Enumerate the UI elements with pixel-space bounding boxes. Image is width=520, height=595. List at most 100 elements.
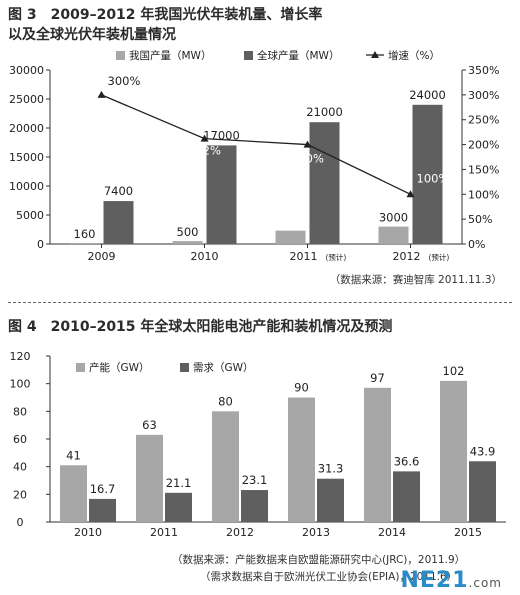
growth-marker-2009 <box>97 90 106 98</box>
figure3-title-line1: 图 3 2009–2012 年我国光伏年装机量、增长率 <box>8 7 323 23</box>
y-tick-label: 20 <box>13 488 27 501</box>
label-global-2011: 21000 <box>306 105 343 119</box>
bar-capacity-2013 <box>288 397 315 522</box>
x-tick-label-2009: 2009 <box>88 250 116 263</box>
y-tick-label: 40 <box>13 461 27 474</box>
figure4-source-line1: （数据来源：产能数据来自欧盟能源研究中心(JRC)，2011.9） <box>172 554 466 566</box>
label-demand-2014: 36.6 <box>394 454 420 468</box>
y-tick-label: 0 <box>37 238 44 251</box>
figure4-title: 图 4 2010–2015 年全球太阳能电池产能和装机情况及预测 <box>8 319 393 335</box>
y-tick-label: 20000 <box>9 122 44 135</box>
y-tick-label: 15000 <box>9 151 44 164</box>
y2-tick-label: 350% <box>468 64 499 77</box>
label-capacity-2012: 80 <box>218 394 233 408</box>
bar-demand-2010 <box>89 498 116 522</box>
watermark-main: NE21 <box>400 568 469 593</box>
label-domestic-2010: 500 <box>177 225 199 239</box>
figure4-source-line2: （需求数据来自于欧洲光伏工业协会(EPIA)，2011.6） <box>200 571 458 583</box>
figure3-source: （数据来源：赛迪智库 2011.11.3） <box>329 274 502 286</box>
bar-demand-2013 <box>317 478 344 522</box>
label-capacity-2011: 63 <box>142 418 157 432</box>
bar-global-2009 <box>103 201 134 244</box>
legend-label-demand: 需求（GW） <box>193 362 254 374</box>
legend-swatch-domestic <box>116 51 125 60</box>
y-tick-label: 25000 <box>9 93 44 106</box>
bar-demand-2011 <box>165 492 192 522</box>
y2-tick-label: 300% <box>468 89 499 102</box>
x-tick-label-2014: 2014 <box>378 526 406 539</box>
bar-capacity-2015 <box>440 380 467 522</box>
y-tick-label: 60 <box>13 433 27 446</box>
bar-domestic-2010 <box>172 241 203 244</box>
figure3-title-line2: 以及全球光伏年装机量情况 <box>8 27 176 43</box>
bar-domestic-2009 <box>69 243 100 244</box>
label-demand-2011: 21.1 <box>166 476 192 490</box>
bar-global-2011 <box>309 122 340 244</box>
bar-demand-2014 <box>393 471 420 522</box>
legend-swatch-global <box>244 51 253 60</box>
legend-marker-growth <box>371 51 379 58</box>
bar-demand-2015 <box>469 461 496 522</box>
x-tick-label-2010: 2010 <box>191 250 219 263</box>
y-tick-label: 120 <box>10 350 31 363</box>
watermark-logo: NE21.com <box>400 568 502 593</box>
y-tick-label: 10000 <box>9 180 44 193</box>
growth-marker-2010 <box>200 134 209 142</box>
bar-domestic-2012 <box>378 226 409 244</box>
legend-label-domestic: 我国产量（MW） <box>129 49 211 62</box>
bar-global-2012 <box>412 104 443 244</box>
bar-capacity-2010 <box>60 465 87 522</box>
growth-label-2009: 300% <box>108 74 141 88</box>
y2-tick-label: 100% <box>468 188 499 201</box>
y2-tick-label: 200% <box>468 139 499 152</box>
y2-tick-label: 150% <box>468 163 499 176</box>
y-tick-label: 0 <box>17 516 24 529</box>
y-tick-label: 5000 <box>16 209 44 222</box>
legend-swatch-demand <box>180 363 189 372</box>
x-tick-label-2011: 2011 <box>150 526 178 539</box>
label-capacity-2013: 90 <box>294 381 309 395</box>
x-tick-label-2010: 2010 <box>74 526 102 539</box>
figure3-chart: 0 5000 10000 15000 20000 25000 30000 0% 50% 100% 1… <box>9 49 499 263</box>
bar-capacity-2011 <box>136 434 163 522</box>
label-demand-2015: 43.9 <box>470 444 496 458</box>
x-tick-label-2012: 2012 <box>226 526 254 539</box>
label-capacity-2014: 97 <box>370 371 385 385</box>
y-tick-label: 30000 <box>9 64 44 77</box>
x-tick-label-2015: 2015 <box>454 526 482 539</box>
watermark-suffix: .com <box>468 576 502 590</box>
bar-domestic-2011 <box>275 230 306 244</box>
label-demand-2012: 23.1 <box>242 473 268 487</box>
bar-capacity-2014 <box>364 387 391 522</box>
y2-tick-label: 50% <box>468 213 492 226</box>
label-global-2012: 24000 <box>409 88 446 102</box>
x-tick-note-2011: (预计) <box>326 252 347 262</box>
y2-tick-label: 0% <box>468 238 485 251</box>
section-divider <box>8 302 512 303</box>
label-global-2009: 7400 <box>104 184 133 198</box>
growth-label-2010: 212% <box>188 144 221 158</box>
growth-label-2012: 100% <box>417 171 450 185</box>
bar-global-2010 <box>206 145 237 244</box>
growth-marker-2012 <box>406 190 415 198</box>
label-capacity-2015: 102 <box>443 364 465 378</box>
y-tick-label: 100 <box>10 378 31 391</box>
label-capacity-2010: 41 <box>66 448 81 462</box>
x-tick-label-2012: 2012 <box>393 250 421 263</box>
legend-label-capacity: 产能（GW） <box>89 361 150 374</box>
figure4-chart: 0 20 40 60 80 100 120 41 16.7 2010 63 21.1 2011 80 23.… <box>10 350 506 539</box>
growth-marker-2011 <box>303 140 312 148</box>
legend-swatch-capacity <box>76 363 85 372</box>
bar-demand-2012 <box>241 490 268 522</box>
y2-tick-label: 250% <box>468 114 499 127</box>
label-domestic-2009: 160 <box>74 227 96 241</box>
legend-label-growth: 增速（%） <box>388 49 440 62</box>
label-domestic-2012: 3000 <box>379 211 408 225</box>
label-demand-2010: 16.7 <box>90 482 116 496</box>
label-demand-2013: 31.3 <box>318 462 344 476</box>
y-tick-label: 80 <box>13 405 27 418</box>
x-tick-label-2011: 2011 <box>290 250 318 263</box>
bar-capacity-2012 <box>212 411 239 522</box>
growth-label-2011: 200% <box>291 152 324 166</box>
